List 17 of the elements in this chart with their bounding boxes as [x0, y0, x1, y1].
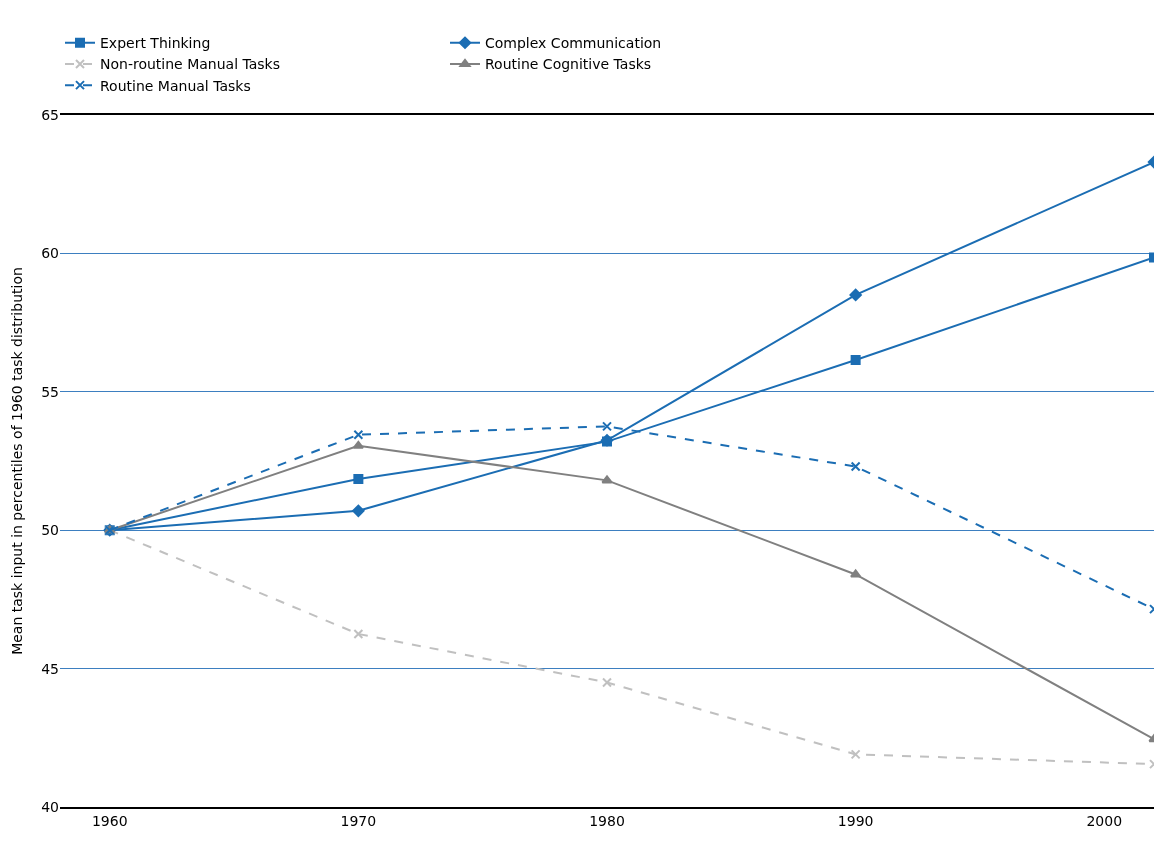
- y-tick-label: 55: [41, 383, 59, 400]
- legend-label: Routine Manual Tasks: [100, 77, 251, 94]
- legend-label: Expert Thinking: [100, 35, 211, 52]
- legend-label: Complex Communication: [485, 35, 662, 52]
- x-tick-label: 1990: [837, 812, 874, 829]
- x-tick-label: 2000: [1086, 812, 1123, 829]
- y-tick-label: 40: [41, 798, 59, 815]
- legend-label: Routine Cognitive Tasks: [485, 56, 652, 73]
- legend-label: Non-routine Manual Tasks: [100, 56, 280, 73]
- y-tick-label: 45: [41, 660, 59, 677]
- y-tick-label: 50: [41, 522, 59, 539]
- x-tick-label: 1970: [340, 812, 377, 829]
- y-tick-label: 60: [41, 245, 59, 262]
- y-tick-label: 65: [41, 106, 59, 123]
- x-tick-label: 1980: [589, 812, 625, 829]
- x-tick-label: 1960: [91, 812, 128, 829]
- y-axis-title: Mean task input in percentiles of 1960 task distribution: [8, 267, 25, 655]
